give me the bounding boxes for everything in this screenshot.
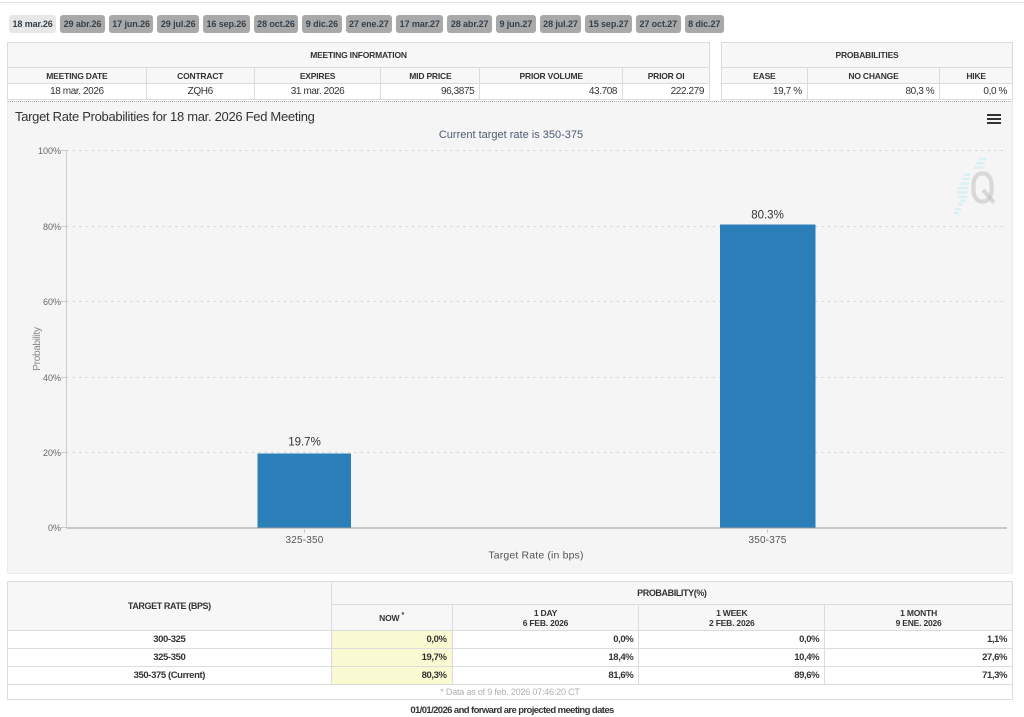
svg-text:80.3%: 80.3%	[751, 210, 784, 222]
svg-text:0%: 0%	[48, 523, 61, 533]
svg-text:Probability: Probability	[32, 327, 43, 371]
svg-text:19.7%: 19.7%	[288, 437, 321, 449]
svg-text:325-350: 325-350	[285, 535, 323, 546]
svg-text:20%: 20%	[43, 448, 61, 458]
svg-text:60%: 60%	[43, 297, 61, 307]
svg-text:40%: 40%	[43, 373, 61, 383]
svg-text:Target Rate (in bps): Target Rate (in bps)	[488, 550, 583, 562]
svg-text:80%: 80%	[43, 222, 61, 232]
svg-text:350-375: 350-375	[748, 535, 786, 546]
svg-text:100%: 100%	[38, 146, 61, 156]
